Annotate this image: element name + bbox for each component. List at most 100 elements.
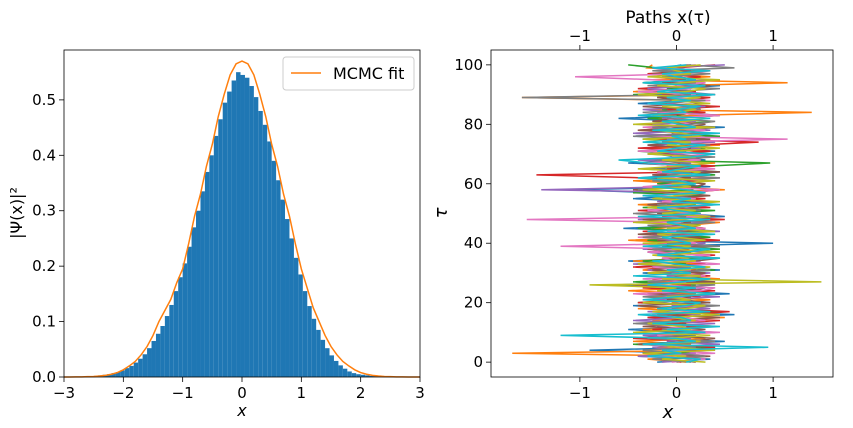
histogram-bar xyxy=(347,371,352,377)
right-top-tick-label: 1 xyxy=(768,27,778,45)
left-x-tick-label: −2 xyxy=(112,384,134,402)
histogram-bar xyxy=(307,306,312,377)
histogram-bar xyxy=(325,348,330,377)
histogram-bar xyxy=(262,124,268,377)
left-x-tick-label: 0 xyxy=(237,384,247,402)
right-y-tick-label: 60 xyxy=(464,175,483,193)
histogram-bar xyxy=(311,318,317,377)
right-top-tick-label: 0 xyxy=(672,27,682,45)
histogram-bar xyxy=(222,102,228,378)
histogram-bar xyxy=(129,365,134,377)
left-y-tick-label: 0.3 xyxy=(32,202,56,220)
histogram-bar xyxy=(342,368,348,377)
right-top-x-ticks: −1 0 1 xyxy=(569,27,778,50)
right-top-tick-label: −1 xyxy=(569,27,591,45)
path-lines xyxy=(512,64,822,363)
left-y-axis-label: |Ψ(x)|² xyxy=(7,187,26,239)
left-x-axis-label: x xyxy=(236,401,247,420)
histogram-bar xyxy=(160,326,165,377)
histogram-bar xyxy=(240,74,245,378)
left-x-tick-label: −3 xyxy=(53,384,75,402)
histogram-bar xyxy=(147,348,152,377)
histogram-bar xyxy=(191,227,197,377)
left-y-tick-label: 0.4 xyxy=(32,146,56,164)
histogram-bar xyxy=(200,191,205,377)
histogram-bar xyxy=(289,238,294,377)
right-x-tick-label: 1 xyxy=(768,384,778,402)
histogram-bar xyxy=(369,375,375,377)
histogram-bar xyxy=(249,86,254,377)
histogram-bar xyxy=(271,160,277,377)
histogram-bar xyxy=(187,246,192,377)
legend-label: MCMC fit xyxy=(333,64,404,83)
left-x-tick-label: 3 xyxy=(415,384,425,402)
left-x-tick-label: −1 xyxy=(172,384,194,402)
histogram-bar xyxy=(253,97,259,377)
histogram-bar xyxy=(360,374,366,377)
histogram-bar xyxy=(333,360,339,377)
histogram-bar xyxy=(329,355,334,377)
right-y-ticks: 0 20 40 60 80 100 xyxy=(454,56,491,371)
histogram-bar xyxy=(227,91,232,377)
right-y-tick-label: 100 xyxy=(454,56,483,74)
left-x-tick-label: 1 xyxy=(297,384,307,402)
histogram-bar xyxy=(213,135,219,377)
histogram-bar xyxy=(316,329,321,377)
right-chart-title: Paths x(τ) xyxy=(625,8,710,28)
legend-box xyxy=(282,56,415,91)
right-axes-frame xyxy=(490,49,834,378)
histogram-bar xyxy=(204,171,210,377)
histogram-bar xyxy=(142,354,148,377)
path-line xyxy=(560,64,769,363)
histogram-bar xyxy=(236,72,241,377)
histogram-bar xyxy=(196,210,201,377)
histogram-bar xyxy=(133,362,139,377)
histogram-bar xyxy=(298,274,303,377)
right-x-axis-label: x xyxy=(662,402,674,423)
histogram-bar xyxy=(124,368,130,377)
histogram-bar xyxy=(293,257,299,377)
right-y-axis-label: τ xyxy=(431,207,452,218)
histogram-bar xyxy=(280,199,286,377)
right-y-tick-label: 20 xyxy=(464,294,483,312)
histogram-bar xyxy=(244,77,250,378)
legend: MCMC fit xyxy=(282,56,415,91)
left-y-tick-label: 0.1 xyxy=(32,313,56,331)
histogram-bar xyxy=(138,358,143,377)
histogram-bar xyxy=(276,180,281,377)
right-x-ticks: −1 0 1 xyxy=(569,377,778,402)
histogram-bar xyxy=(338,365,343,377)
histogram-bar xyxy=(107,374,112,377)
histogram-bars xyxy=(93,72,383,378)
histogram-bar xyxy=(365,375,370,377)
histogram-bar xyxy=(120,370,125,377)
left-y-tick-label: 0.0 xyxy=(32,368,56,386)
left-y-tick-label: 0.2 xyxy=(32,257,56,275)
right-y-tick-label: 0 xyxy=(473,353,483,371)
histogram-bar xyxy=(173,291,179,377)
histogram-bar xyxy=(320,339,326,377)
histogram-bar xyxy=(231,80,237,378)
histogram-bar xyxy=(209,155,214,377)
histogram-bar xyxy=(164,316,170,377)
histogram-bar xyxy=(356,374,361,377)
right-x-tick-label: 0 xyxy=(672,384,682,402)
left-x-ticks: −3 −2 −1 0 1 2 3 xyxy=(53,377,425,402)
histogram-bar xyxy=(351,373,357,377)
right-y-tick-label: 80 xyxy=(464,115,483,133)
left-x-tick-label: 2 xyxy=(356,384,366,402)
histogram-bar xyxy=(169,304,174,377)
right-y-tick-label: 40 xyxy=(464,234,483,252)
mcmc-fit-line xyxy=(64,60,420,378)
histogram-bar xyxy=(258,110,263,378)
histogram-bar xyxy=(111,373,116,377)
left-y-tick-label: 0.5 xyxy=(32,91,56,109)
histogram-bar xyxy=(115,372,121,377)
histogram-bar xyxy=(267,141,272,377)
histogram-bar xyxy=(155,333,161,377)
histogram-bar xyxy=(285,219,290,377)
histogram-bar xyxy=(302,291,308,377)
histogram-bar xyxy=(151,340,156,377)
